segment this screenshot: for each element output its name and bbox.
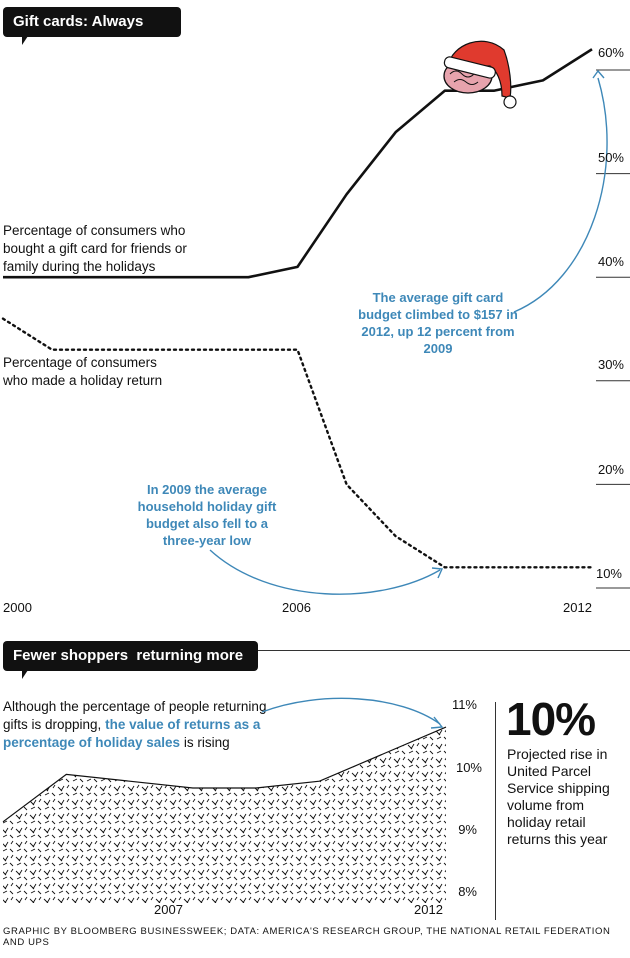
y2-tick-9: 9% [458, 822, 477, 837]
y-tick-50: 50% [597, 150, 624, 165]
y-tick-20: 20% [597, 462, 624, 477]
return-series-label: Percentage of consumers who made a holid… [3, 355, 163, 388]
y2-tick-8: 8% [458, 884, 477, 899]
y-tick-60: 60% [597, 45, 624, 60]
holiday-note-arrow [209, 549, 441, 595]
budget-note-arrow [513, 77, 608, 313]
chart1-title: Gift cards: Always nice [3, 7, 181, 60]
section-divider [250, 650, 630, 651]
santa-hat-brain-icon [443, 40, 517, 109]
chart2-description-highlight: the value of returns as a percentage of … [3, 717, 261, 750]
chart2-description: Although the percentage of people return… [3, 699, 267, 750]
callout-divider [495, 702, 496, 920]
x2-tick-2007: 2007 [154, 902, 183, 917]
callout-text: Projected rise in United Parcel Service … [507, 746, 610, 847]
y-tick-40: 40% [597, 254, 624, 269]
holiday-note-arrowhead [431, 567, 444, 579]
y2-tick-11: 11% [451, 697, 477, 712]
returns-line [2, 726, 447, 823]
chart1-svg [1, 40, 630, 595]
returns-area [3, 727, 446, 903]
holiday-budget-note: In 2009 the average household holiday gi… [137, 482, 277, 548]
x-tick-2012: 2012 [563, 600, 592, 615]
budget-note-arrowhead [592, 69, 605, 79]
returns-note-arrow [261, 697, 441, 725]
gift-card-series-label: Percentage of consumers who bought a gif… [3, 223, 187, 274]
chart2-title: Fewer shoppers returning more [3, 641, 258, 671]
hat-brim [443, 56, 496, 79]
y-tick-30: 30% [597, 357, 624, 372]
chart1-title-tail [22, 36, 28, 45]
y-tick-10: 10% [595, 566, 622, 581]
gift-card-budget-note: The average gift card budget climbed to … [358, 290, 518, 356]
hat-body [447, 40, 512, 99]
y2-tick-10: 10% [455, 760, 482, 775]
source-footer: GRAPHIC BY BLOOMBERG BUSINESSWEEK; DATA:… [3, 926, 611, 948]
x-tick-2000: 2000 [3, 600, 32, 615]
returns-note-arrowhead [430, 716, 444, 729]
x-tick-2006: 2006 [282, 600, 311, 615]
callout-big-number: 10% [506, 693, 596, 745]
chart2-title-tail [22, 670, 28, 679]
hat-pompom [503, 95, 517, 109]
x2-tick-2012: 2012 [414, 902, 443, 917]
